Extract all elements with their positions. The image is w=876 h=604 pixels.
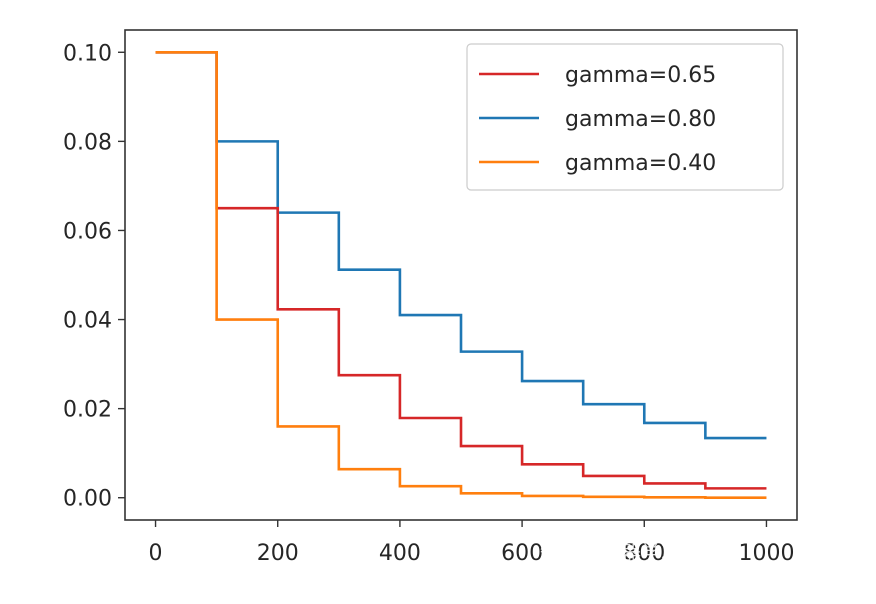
series-line-gamma=0.40 xyxy=(155,50,767,500)
x-tick-label: 200 xyxy=(257,541,299,566)
plot-frame xyxy=(124,29,798,521)
legend-label: gamma=0.40 xyxy=(565,151,716,176)
y-tick-label: 0.00 xyxy=(63,487,112,512)
x-axis: 0 200 400 600 800 1000 xyxy=(149,520,794,566)
legend-label: gamma=0.80 xyxy=(565,107,716,132)
y-tick-label: 0.04 xyxy=(63,309,112,334)
y-axis: 0.00 0.02 0.04 0.06 0.08 0.10 xyxy=(63,41,125,512)
watermark: 知乎 @机器学习小知识 xyxy=(540,542,736,564)
y-tick-label: 0.06 xyxy=(63,219,112,244)
legend-label: gamma=0.65 xyxy=(565,63,716,88)
x-tick-label: 400 xyxy=(379,541,421,566)
series-line-gamma=0.80 xyxy=(155,50,767,440)
x-tick-label: 1000 xyxy=(738,541,794,566)
series-line-gamma=0.65 xyxy=(155,50,767,490)
x-tick-label: 800 xyxy=(623,541,665,566)
y-tick-label: 0.10 xyxy=(63,41,112,66)
x-tick-label: 600 xyxy=(501,541,543,566)
legend-box xyxy=(466,43,784,191)
legend: gamma=0.65 gamma=0.80 gamma=0.40 xyxy=(466,43,784,191)
x-tick-label: 0 xyxy=(149,541,163,566)
y-tick-label: 0.02 xyxy=(63,398,112,423)
y-tick-label: 0.08 xyxy=(63,130,112,155)
plot-lines xyxy=(155,50,767,500)
